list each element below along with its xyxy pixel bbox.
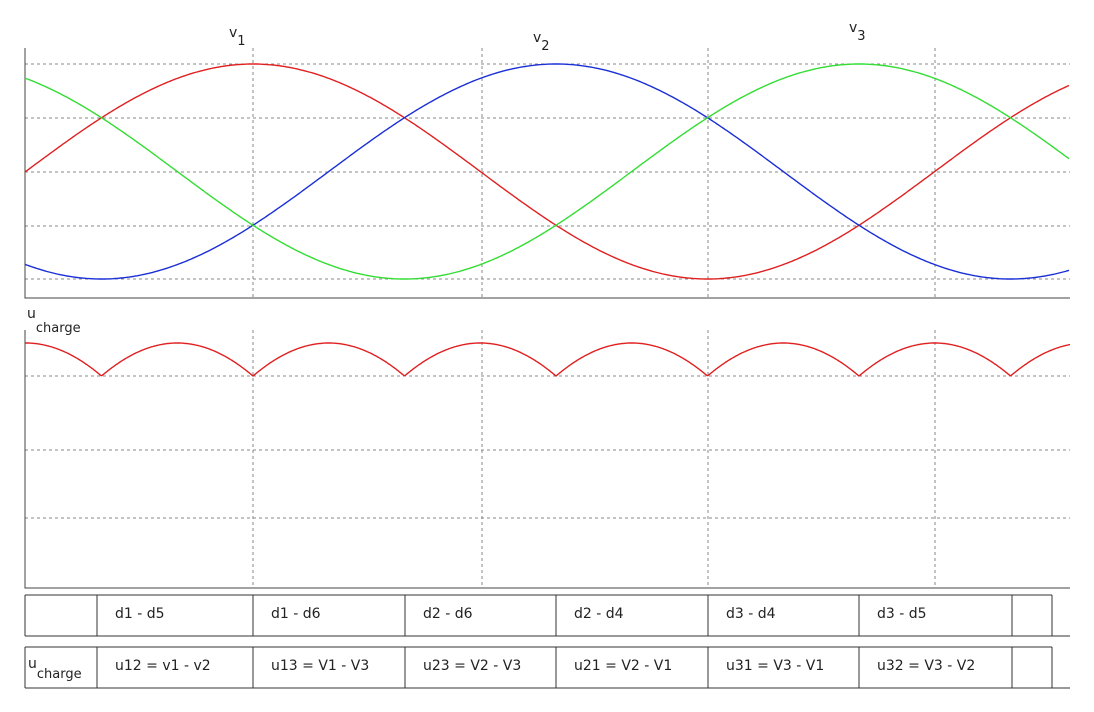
phase-label: v1 bbox=[229, 25, 246, 49]
phase-label: v2 bbox=[533, 30, 550, 54]
voltage-cell: u12 = v1 - v2 bbox=[115, 658, 211, 674]
conduction-cell: d1 - d6 bbox=[271, 606, 321, 622]
conduction-cell: d1 - d5 bbox=[115, 606, 165, 622]
voltage-cell: u31 = V3 - V1 bbox=[726, 658, 824, 674]
index: 3 bbox=[857, 29, 865, 44]
conduction-cell: d3 - d5 bbox=[877, 606, 927, 622]
voltage-cell: u21 = V2 - V1 bbox=[574, 658, 672, 674]
voltage-cell: u32 = V3 - V2 bbox=[877, 658, 975, 674]
symbol: v bbox=[229, 25, 237, 41]
subscript: charge bbox=[37, 667, 82, 682]
symbol: u bbox=[28, 656, 37, 672]
phase-label: v3 bbox=[849, 20, 866, 44]
conduction-cell: d3 - d4 bbox=[726, 606, 776, 622]
conduction-cell: d2 - d4 bbox=[574, 606, 624, 622]
voltage-cell: u13 = V1 - V3 bbox=[271, 658, 369, 674]
index: 1 bbox=[237, 34, 245, 49]
index: 2 bbox=[541, 39, 549, 54]
symbol: u bbox=[27, 306, 36, 322]
voltage-header: ucharge bbox=[28, 656, 82, 682]
curves bbox=[24, 63, 1071, 377]
phase-curve bbox=[24, 63, 1070, 280]
upper-axes bbox=[24, 48, 1070, 299]
symbol: v bbox=[533, 30, 541, 46]
phase-curve bbox=[24, 63, 1070, 280]
table-cells: d1 - d5 d1 - d6 d2 - d6 d2 - d4 d3 - d4 d3 - … bbox=[24, 595, 1053, 688]
lower-axes bbox=[24, 330, 1070, 589]
voltage-cell: u23 = V2 - V3 bbox=[423, 658, 521, 674]
phase-curve bbox=[24, 63, 1070, 280]
table bbox=[25, 594, 1070, 689]
subscript: charge bbox=[36, 321, 81, 336]
symbol: v bbox=[849, 20, 857, 36]
conduction-cell: d2 - d6 bbox=[423, 606, 473, 622]
grid bbox=[25, 48, 1070, 588]
charge-curve bbox=[25, 342, 1071, 377]
lower-plot-label: ucharge bbox=[27, 306, 81, 336]
